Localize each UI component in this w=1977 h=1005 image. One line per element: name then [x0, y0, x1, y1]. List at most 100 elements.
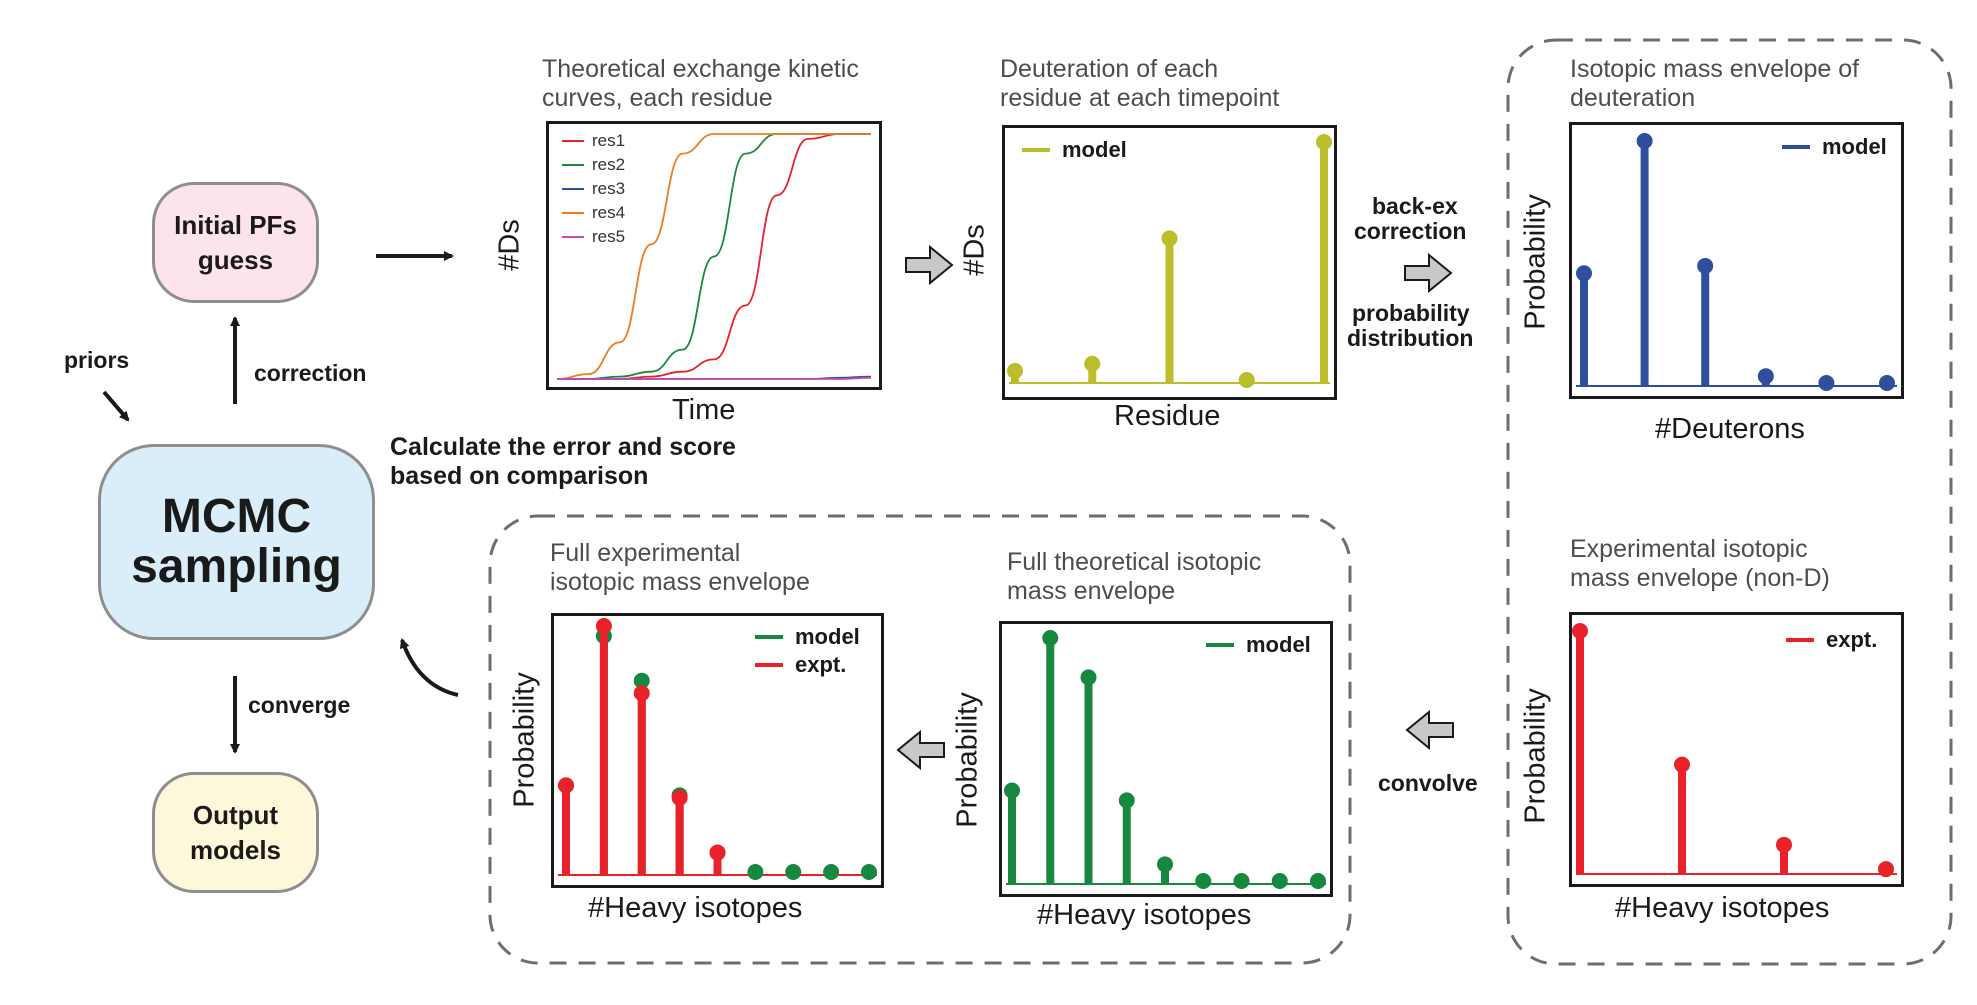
stem-mark: [1776, 836, 1792, 874]
node-text: MCMC: [161, 489, 312, 543]
stem-head: [1697, 257, 1714, 274]
kinetic-ylabel: #Ds: [493, 219, 526, 271]
stem-head: [823, 864, 840, 880]
stem-mark: [1271, 873, 1288, 889]
experimental-legend-model: model: [755, 624, 860, 650]
mcmc-sampling-box: MCMC sampling: [98, 444, 375, 640]
stem-mark: [1316, 134, 1332, 383]
stem-head: [1271, 873, 1288, 889]
correction-label: correction: [254, 360, 367, 386]
expt-nond-caption-line2: mass envelope (non-D): [1570, 564, 1830, 592]
stem-head: [1879, 375, 1895, 391]
legend-label: res2: [592, 155, 626, 174]
stem-mark: [1674, 756, 1690, 874]
output-models-box: Output models: [152, 772, 319, 893]
deuteration-plot: [1002, 125, 1337, 400]
stem-mark: [1042, 630, 1059, 884]
stem-head: [595, 618, 612, 634]
legend-label: expt.: [795, 652, 847, 677]
kinetic-curves-svg: [556, 133, 872, 380]
expt-nond-plot: [1569, 612, 1904, 887]
experimental-caption-line2: isotopic mass envelope: [550, 568, 810, 596]
initial-pfs-guess-box: Initial PFs guess: [152, 182, 319, 303]
calculate-label-line2: based on comparison: [390, 462, 649, 490]
legend-res2: res2: [562, 155, 625, 175]
stem-mark: [633, 685, 650, 875]
convolve-label: convolve: [1378, 770, 1478, 796]
experimental-svg: [558, 618, 877, 880]
experimental-xlabel: #Heavy isotopes: [588, 892, 803, 924]
stem-head: [1161, 230, 1178, 247]
series-line-res4: [556, 133, 871, 380]
stem-mark: [709, 844, 726, 875]
legend-label: model: [795, 624, 860, 649]
stem-head: [1195, 873, 1212, 889]
legend-swatch: [562, 164, 584, 166]
kinetic-caption-line2: curves, each residue: [542, 84, 773, 112]
arrow-priors: [102, 390, 130, 422]
node-text: Output: [192, 800, 279, 831]
backex-label-line1: back-ex: [1372, 193, 1458, 219]
block-arrow-left-1: [1405, 709, 1454, 751]
expt-nond-ylabel: Probability: [1519, 688, 1552, 824]
converge-label: converge: [248, 692, 351, 718]
experimental-caption-line1: Full experimental: [550, 539, 741, 567]
dashed-group-bottom: [488, 514, 1352, 965]
block-arrow-right-2: [1404, 252, 1453, 294]
node-text: sampling: [131, 540, 342, 593]
stem-head: [1636, 133, 1653, 149]
legend-label: res5: [592, 227, 626, 246]
isotopic-d-ylabel: Probability: [1519, 194, 1552, 330]
stem-mark: [595, 618, 612, 875]
stem-mark: [558, 777, 574, 875]
deuteration-caption-line1: Deuteration of each: [1000, 55, 1219, 83]
node-text: models: [189, 834, 282, 865]
stem-head: [1572, 623, 1588, 639]
stem-head: [671, 789, 688, 806]
node-text: guess: [197, 244, 274, 275]
stem-mark: [785, 864, 802, 880]
legend-swatch: [755, 635, 783, 639]
stem-head: [1118, 792, 1135, 809]
stem-head: [1233, 873, 1250, 889]
stem-head: [1004, 782, 1020, 799]
stem-mark: [1080, 669, 1097, 884]
legend-res5: res5: [562, 227, 625, 247]
legend-swatch: [562, 140, 584, 142]
legend-label: model: [1062, 137, 1127, 162]
legend-label: res1: [592, 131, 626, 150]
stem-mark: [823, 864, 840, 880]
stem-mark: [1818, 375, 1835, 391]
expt-nond-caption-line1: Experimental isotopic: [1570, 535, 1808, 563]
stem-head: [747, 864, 764, 880]
legend-label: res3: [592, 179, 626, 198]
stem-head: [1776, 836, 1792, 853]
stem-mark: [1007, 362, 1023, 383]
stem-mark: [1004, 782, 1020, 884]
stem-mark: [1118, 792, 1135, 884]
deuteration-svg: [1007, 134, 1332, 388]
experimental-plot: [551, 613, 884, 888]
stem-head: [785, 864, 802, 880]
experimental-legend-expt: expt.: [755, 652, 846, 678]
kinetic-xlabel: Time: [672, 394, 736, 426]
stem-mark: [1576, 265, 1592, 386]
node-text: Initial PFs: [174, 210, 297, 241]
theoretical-plot: [999, 621, 1333, 897]
kinetic-caption-line1: Theoretical exchange kinetic: [542, 55, 859, 83]
legend-label: expt.: [1826, 627, 1878, 652]
series-line-res5: [557, 376, 872, 380]
stem-head: [1080, 669, 1097, 686]
stem-head: [1674, 756, 1690, 773]
stem-mark: [747, 864, 764, 880]
stem-head: [709, 844, 726, 861]
probdist-label-line1: probability: [1352, 300, 1470, 326]
deuteration-ylabel: #Ds: [958, 224, 991, 276]
stem-mark: [1238, 372, 1255, 388]
legend-swatch: [562, 236, 584, 238]
stem-head: [1157, 856, 1173, 873]
stem-mark: [1878, 861, 1894, 878]
isotopic-d-caption-line1: Isotopic mass envelope of: [1570, 55, 1860, 83]
